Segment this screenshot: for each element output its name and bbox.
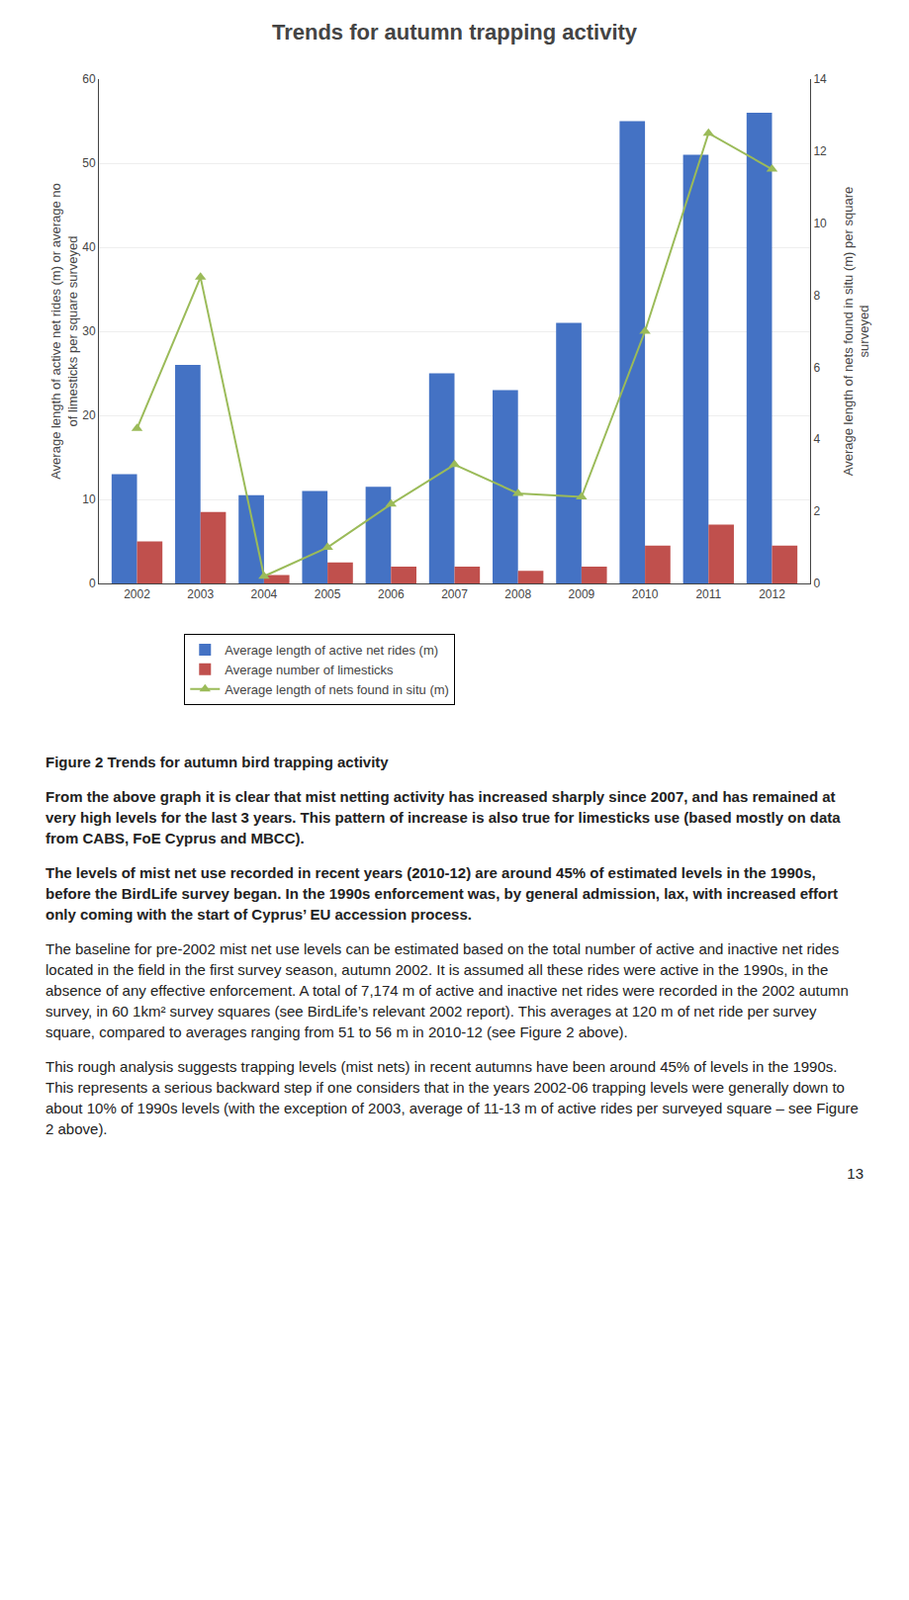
svg-text:2012: 2012	[758, 587, 786, 602]
svg-text:2008: 2008	[504, 587, 532, 602]
svg-text:6: 6	[813, 361, 820, 375]
svg-text:12: 12	[813, 144, 827, 159]
html-text:The baseline for pre-2002 mist: The baseline for pre-2002 mist net use l…	[45, 940, 849, 1041]
html-text:13: 13	[846, 1165, 864, 1182]
svg-text:40: 40	[82, 240, 96, 255]
svg-text:30: 30	[82, 324, 96, 339]
svg-text:Average length of active net r: Average length of active net rides (m) o…	[48, 182, 81, 480]
html-text:The levels of mist net use rec: The levels of mist net use recorded in r…	[45, 864, 838, 923]
svg-text:2006: 2006	[377, 587, 405, 602]
svg-text:8: 8	[813, 288, 820, 303]
svg-text:2002: 2002	[123, 587, 151, 602]
html-text:Figure 2 Trends for autumn bir: Figure 2 Trends for autumn bird trapping…	[45, 753, 389, 771]
svg-text:Average number of limesticks: Average number of limesticks	[224, 662, 394, 678]
svg-text:Average length of nets found i: Average length of nets found in situ (m)	[224, 682, 450, 698]
svg-text:2: 2	[813, 504, 820, 519]
svg-text:4: 4	[813, 432, 820, 447]
svg-text:2005: 2005	[314, 587, 342, 602]
html-text:This rough analysis suggests t: This rough analysis suggests trapping le…	[45, 1058, 859, 1138]
html-text:From the above graph it is cle: From the above graph it is clear that mi…	[45, 788, 841, 847]
svg-text:10: 10	[82, 492, 96, 507]
svg-text:10: 10	[813, 216, 827, 231]
svg-text:50: 50	[82, 156, 96, 171]
svg-text:0: 0	[813, 576, 820, 591]
svg-text:2011: 2011	[695, 587, 722, 602]
svg-text:0: 0	[89, 576, 96, 591]
svg-text:20: 20	[82, 408, 96, 423]
svg-text:2010: 2010	[632, 587, 659, 602]
svg-text:2007: 2007	[441, 587, 468, 602]
svg-text:14: 14	[813, 72, 827, 87]
svg-text:2004: 2004	[251, 587, 278, 602]
svg-text:60: 60	[82, 72, 96, 87]
svg-text:Average length of nets found i: Average length of nets found in situ (m)…	[840, 186, 873, 476]
svg-text:2009: 2009	[568, 587, 596, 602]
svg-text:2003: 2003	[186, 587, 214, 602]
svg-text:Average length of active net r: Average length of active net rides (m)	[224, 642, 439, 658]
svg-text:Trends for autumn trapping act: Trends for autumn trapping activity	[272, 19, 638, 45]
